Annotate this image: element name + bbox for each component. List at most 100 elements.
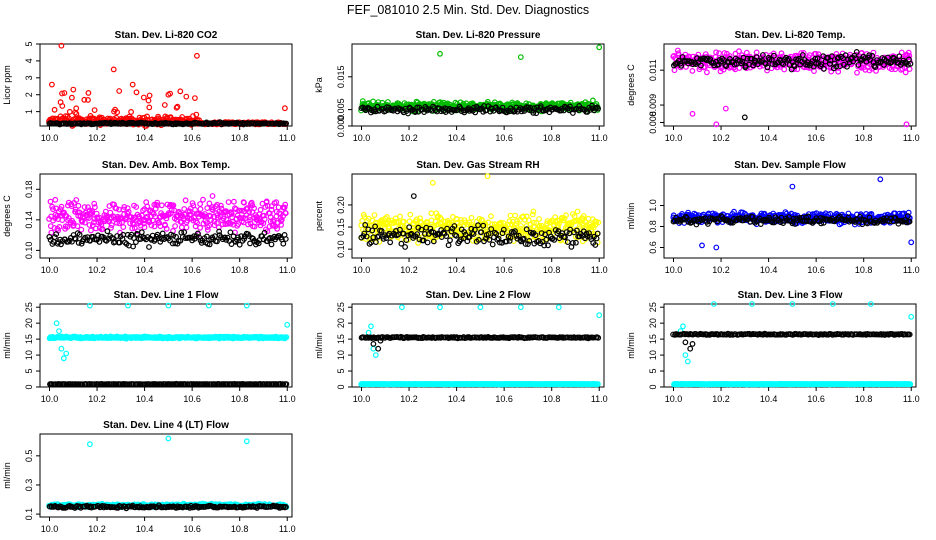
outlier-point — [596, 44, 603, 51]
scatter-points — [670, 176, 915, 251]
panel-3: Stan. Dev. Li-820 Temp.degrees C10.0 10.2… — [626, 30, 920, 143]
outlier-point — [908, 239, 915, 246]
data-point — [385, 99, 391, 105]
outlier-point — [60, 355, 67, 362]
x-tick-label: 10.0 — [665, 394, 683, 404]
data-point — [73, 110, 80, 117]
x-tick-label: 10.8 — [543, 265, 561, 275]
outlier-point — [368, 323, 374, 330]
data-point — [370, 98, 377, 105]
outlier-point — [596, 312, 603, 319]
plot-frame — [39, 303, 293, 388]
data-point — [70, 220, 77, 226]
data-point — [713, 49, 719, 56]
panel-4: Stan. Dev. Amb. Box Temp.degrees C10.0 10… — [2, 160, 296, 275]
y-tick-label: 10 — [336, 350, 346, 360]
y-axis-label: degrees C — [2, 195, 12, 237]
x-tick-label: 10.4 — [136, 133, 154, 143]
scatter-points — [670, 47, 914, 128]
outlier-point — [58, 42, 65, 49]
data-point — [813, 60, 820, 67]
data-point — [785, 56, 792, 62]
data-point — [779, 60, 785, 66]
data-point — [183, 93, 190, 100]
x-tick-label: 11.0 — [279, 265, 296, 275]
data-point — [405, 110, 411, 117]
data-point — [59, 90, 65, 97]
data-point — [567, 103, 573, 110]
data-point — [726, 59, 732, 66]
y-axis-label: ml/min — [626, 332, 636, 359]
outlier-point — [517, 54, 524, 60]
x-tick-label: 10.8 — [231, 394, 249, 404]
panel-title: Stan. Dev. Amb. Box Temp. — [102, 160, 230, 171]
y-tick-label: 0.10 — [336, 240, 346, 258]
x-tick-label: 10.8 — [543, 394, 561, 404]
data-point — [762, 60, 768, 66]
data-point — [183, 224, 190, 231]
outlier-point — [713, 244, 720, 251]
y-tick-label: 20 — [24, 318, 34, 328]
y-axis-label: Licor ppm — [2, 65, 12, 105]
y-axis-label: degrees C — [626, 64, 636, 106]
x-tick-label: 10.0 — [665, 265, 683, 275]
data-point — [811, 68, 817, 74]
data-point — [468, 214, 475, 221]
outlier-point — [410, 193, 417, 200]
x-tick-label: 11.0 — [903, 265, 920, 275]
outlier-point — [437, 50, 443, 57]
data-point — [536, 216, 542, 222]
plot-frame — [351, 43, 605, 127]
data-point — [51, 106, 58, 113]
data-point — [191, 95, 198, 101]
y-axis-label: kPa — [314, 77, 324, 93]
y-tick-label: 2 — [24, 92, 34, 97]
outlier-point — [53, 320, 60, 327]
data-point — [844, 63, 850, 70]
data-point — [146, 92, 153, 99]
x-tick-label: 11.0 — [279, 133, 296, 143]
data-point — [778, 50, 785, 57]
y-tick-label: 3 — [24, 75, 34, 80]
data-point — [781, 66, 788, 73]
data-point — [174, 103, 181, 110]
data-point — [73, 105, 80, 112]
data-point — [472, 109, 479, 116]
data-point — [173, 104, 180, 111]
x-tick-label: 11.0 — [279, 394, 296, 404]
y-tick-label: 15 — [336, 334, 346, 344]
x-tick-label: 10.8 — [543, 133, 561, 143]
data-point — [283, 120, 290, 127]
x-tick-label: 11.0 — [903, 394, 920, 404]
data-point — [424, 239, 431, 246]
data-point — [678, 62, 685, 69]
data-point — [766, 56, 773, 63]
y-axis-label: ml/min — [626, 203, 636, 230]
data-point — [128, 108, 135, 115]
data-point — [52, 196, 59, 203]
outlier-point — [741, 114, 748, 121]
x-tick-label: 10.4 — [760, 133, 778, 143]
scatter-points — [46, 42, 290, 129]
x-tick-label: 10.6 — [807, 133, 825, 143]
x-tick-label: 10.6 — [807, 265, 825, 275]
data-point — [507, 212, 514, 219]
data-point — [412, 109, 419, 115]
y-tick-label: 15 — [648, 334, 658, 344]
x-tick-label: 10.6 — [183, 394, 201, 404]
x-tick-label: 10.4 — [136, 265, 154, 275]
outlier-point — [429, 179, 436, 186]
data-point — [873, 67, 879, 74]
data-point — [397, 213, 403, 220]
x-tick-label: 11.0 — [903, 133, 920, 143]
x-tick-label: 10.0 — [353, 133, 371, 143]
data-point — [859, 56, 865, 63]
data-point — [489, 241, 496, 248]
scatter-points — [358, 173, 602, 250]
data-point — [871, 63, 878, 69]
data-point — [116, 88, 123, 94]
panel-title: Stan. Dev. Li-820 Pressure — [416, 30, 541, 41]
data-point — [907, 60, 914, 67]
